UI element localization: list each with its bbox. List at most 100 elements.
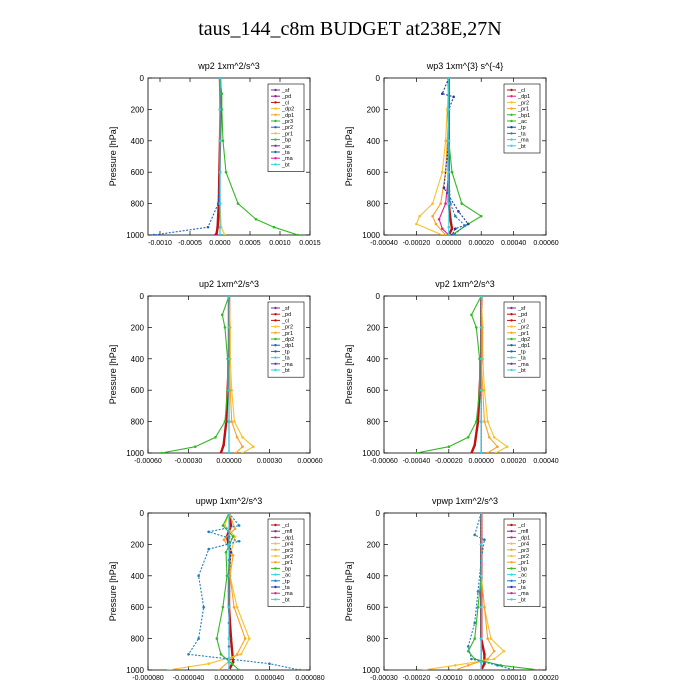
series-point-pr2 (233, 420, 236, 423)
legend-box (503, 83, 541, 154)
legend-label: _ma (517, 362, 530, 368)
legend: _cl_mfl_dp1_pr4_pr3_pr2_pr1_bp_ac_tp_ta_… (267, 518, 305, 607)
series-point-bp1 (479, 214, 483, 218)
series-point-bt (479, 574, 483, 578)
series-point-bp (220, 108, 224, 111)
series-point-dp2 (193, 445, 197, 449)
legend-label: _bt (281, 597, 290, 603)
legend-label: _pr1 (517, 331, 529, 337)
x-tick-label: 0.00010 (501, 675, 526, 682)
legend-marker (510, 368, 513, 372)
x-tick-label: 0.00000 (469, 675, 494, 682)
series-point-bt (479, 637, 483, 640)
legend-label: _ta (281, 585, 291, 591)
y-tick-label: 600 (367, 603, 381, 612)
y-axis-label: Pressure [hPa] (344, 562, 354, 622)
legend-label: _cl (517, 88, 525, 94)
series-point-bt (227, 574, 231, 578)
plot-frame (147, 77, 311, 236)
series-point-bt (447, 225, 451, 229)
series-point-tp (483, 538, 486, 541)
series-point-pr1 (235, 653, 239, 656)
series-point-pr2 (492, 657, 496, 661)
series-point-bt (218, 108, 222, 111)
y-tick-label: 400 (367, 572, 381, 581)
legend-marker (274, 144, 277, 147)
series-point-pr1 (241, 445, 244, 449)
series-point-bp (221, 139, 225, 143)
legend: _sf_pd_cl_pr2_pr1_dp2_dp1_tp_ta_ma_bt (503, 301, 541, 378)
legend-label: _tp (517, 349, 526, 355)
series-point-pr1 (235, 436, 239, 439)
series-point-bp (225, 574, 229, 578)
series-point-pr1 (483, 605, 486, 609)
series-point-pr1 (439, 202, 443, 205)
y-axis-label: Pressure [hPa] (344, 127, 354, 187)
x-tick-label: -0.00060 (134, 458, 162, 465)
legend-marker (274, 306, 277, 310)
series-point-pr2 (223, 524, 227, 527)
series-point-dp2 (223, 326, 227, 329)
series-point-dp2 (466, 436, 470, 439)
legend-label: _tp (517, 125, 526, 131)
legend-label: _pr2 (281, 554, 293, 560)
chart-panel-3: up2 1xm^2/s^3 Pressure [hPa] 0 200 400 600 800… (108, 279, 323, 465)
legend-label: _pr1 (281, 560, 293, 566)
legend-marker (510, 313, 513, 316)
series-point-bt (447, 170, 451, 174)
legend-label: _dp1 (281, 113, 294, 119)
series-group (160, 296, 255, 453)
legend-label: _bp (281, 138, 291, 144)
series-point-dp2 (475, 326, 478, 329)
plot-frame (383, 512, 547, 671)
series-point-cl (473, 443, 477, 447)
series-point-tp (202, 605, 205, 609)
y-tick-label: 400 (131, 355, 145, 364)
legend-label: _ta (517, 356, 527, 362)
legend-marker (510, 344, 513, 347)
legend-label: _pd (517, 312, 527, 318)
series-group (415, 296, 509, 453)
series-point-cl (483, 662, 486, 666)
x-tick-label: 0.00000 (469, 458, 494, 465)
series-point-bp (231, 535, 235, 538)
series-point-pr2 (453, 663, 457, 667)
legend-label: _mfl (517, 529, 528, 535)
legend-marker (510, 542, 513, 545)
series-point-ta (152, 233, 156, 235)
legend-box (267, 518, 305, 607)
x-tick-label: -0.0010 (148, 240, 172, 247)
x-tick-label: -0.00030 (370, 675, 398, 682)
series-point-tp (237, 539, 241, 543)
series-point-bt (479, 668, 483, 670)
series-point-bt (479, 326, 483, 329)
legend-marker (274, 138, 277, 141)
legend-marker (510, 548, 513, 551)
legend-marker (274, 313, 277, 316)
legend-marker (274, 598, 277, 601)
legend-marker (274, 567, 277, 570)
y-tick-label: 200 (367, 323, 381, 332)
series-point-bp (224, 550, 228, 554)
legend-label: _pr2 (517, 325, 529, 331)
series-point-pr1 (233, 527, 237, 530)
x-tick-label: 0.00060 (297, 458, 322, 465)
y-tick-label: 800 (367, 418, 381, 427)
legend-marker (510, 325, 513, 328)
series-point-bt (479, 420, 483, 423)
legend-marker (274, 132, 277, 135)
legend-marker (274, 548, 277, 551)
series-point-bp (221, 605, 225, 609)
series-point-pr1 (231, 554, 235, 557)
series-point-pr2 (441, 233, 444, 235)
legend-label: _pr4 (517, 542, 529, 548)
series-point-bt (218, 139, 222, 143)
legend-marker (274, 319, 277, 322)
chart-title: upwp 1xm^2/s^3 (196, 496, 262, 506)
legend-label: _tp (281, 579, 290, 585)
legend-label: _pr2 (517, 554, 529, 560)
series-point-tp (473, 621, 477, 625)
series-point-bp (466, 649, 470, 653)
legend-marker (274, 592, 277, 595)
legend-marker (510, 306, 513, 310)
